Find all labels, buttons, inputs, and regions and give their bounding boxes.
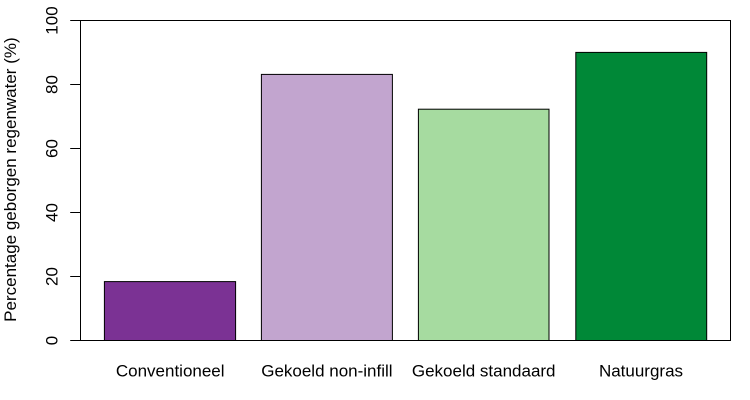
svg-text:Gekoeld standaard: Gekoeld standaard (412, 362, 556, 381)
svg-text:Percentage geborgen regenwater: Percentage geborgen regenwater (%) (1, 37, 20, 321)
svg-text:80: 80 (42, 75, 61, 94)
svg-text:0: 0 (42, 336, 61, 345)
svg-text:20: 20 (42, 267, 61, 286)
svg-text:Gekoeld non-infill: Gekoeld non-infill (261, 362, 392, 381)
svg-text:Conventioneel: Conventioneel (116, 362, 225, 381)
svg-text:60: 60 (42, 139, 61, 158)
svg-text:40: 40 (42, 203, 61, 222)
svg-text:100: 100 (42, 6, 61, 34)
svg-text:Natuurgras: Natuurgras (599, 362, 683, 381)
